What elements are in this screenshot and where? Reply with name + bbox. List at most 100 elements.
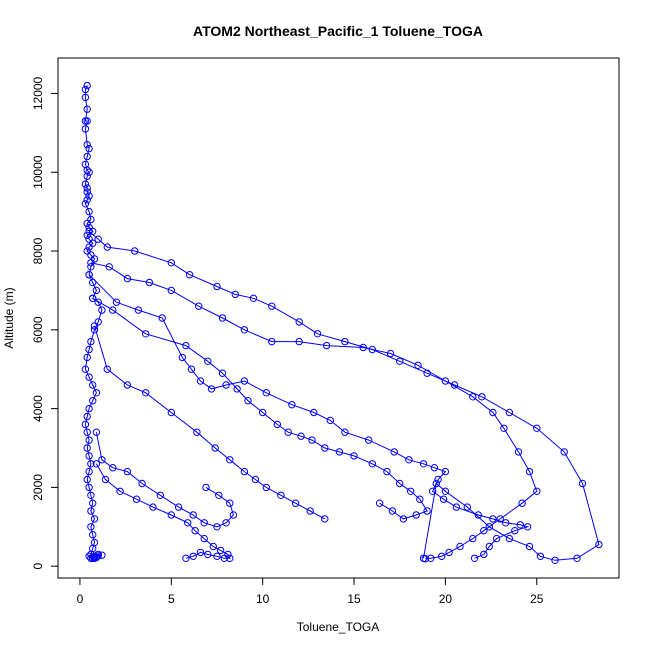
data-point	[226, 499, 234, 507]
data-point	[89, 278, 97, 287]
series-1	[81, 81, 106, 562]
series-line	[94, 325, 326, 520]
data-point	[492, 534, 501, 543]
data-point	[284, 428, 292, 436]
data-point	[341, 428, 349, 436]
data-point	[215, 491, 223, 499]
series-2	[85, 227, 603, 564]
data-point	[87, 259, 95, 267]
series-8	[92, 460, 234, 562]
data-point	[85, 168, 93, 176]
data-point	[421, 555, 429, 563]
series-line	[95, 432, 234, 528]
data-point	[83, 219, 91, 228]
data-point	[83, 188, 91, 196]
data-point	[412, 511, 420, 519]
data-point	[500, 424, 508, 432]
data-point	[259, 408, 267, 417]
data-point	[365, 436, 373, 444]
data-point	[98, 456, 106, 464]
plot-frame	[57, 57, 620, 579]
data-point	[470, 554, 479, 562]
data-point	[123, 467, 132, 476]
data-point	[390, 448, 398, 456]
data-point	[83, 166, 91, 175]
data-point	[480, 550, 488, 559]
y-tick-label: 10000	[31, 155, 45, 189]
data-point	[233, 385, 241, 393]
data-point	[156, 491, 165, 499]
data-point	[368, 345, 376, 354]
data-point	[445, 548, 453, 557]
data-point	[94, 318, 102, 326]
data-point	[386, 349, 395, 358]
data-point	[216, 546, 225, 555]
data-point	[149, 503, 157, 511]
data-point	[83, 444, 91, 452]
series-layer	[81, 81, 603, 564]
data-point	[434, 475, 442, 484]
data-point	[511, 527, 519, 535]
data-point	[321, 444, 329, 452]
data-point	[533, 487, 541, 495]
data-point	[98, 306, 106, 314]
data-point	[83, 172, 91, 180]
data-point	[313, 330, 322, 338]
data-point	[399, 515, 408, 523]
data-point	[89, 381, 97, 389]
data-point	[92, 428, 101, 436]
data-point	[560, 448, 568, 456]
data-point	[200, 519, 208, 527]
data-point	[231, 290, 240, 299]
data-point	[432, 479, 440, 488]
data-point	[81, 93, 90, 102]
data-point	[83, 412, 91, 421]
data-point	[268, 337, 276, 346]
data-point	[81, 365, 90, 373]
data-point	[87, 263, 95, 271]
data-point	[213, 282, 221, 291]
data-point	[441, 467, 450, 476]
data-point	[423, 507, 431, 515]
data-point	[131, 247, 139, 255]
data-point	[195, 302, 203, 310]
data-point	[407, 487, 415, 495]
data-point	[109, 464, 117, 472]
data-point	[167, 259, 176, 267]
data-point	[123, 381, 132, 389]
data-point	[94, 298, 102, 306]
data-point	[322, 341, 331, 350]
data-point	[83, 196, 91, 204]
data-point	[196, 377, 205, 385]
data-point	[428, 487, 437, 495]
data-point	[240, 377, 249, 385]
data-point	[523, 523, 532, 531]
x-tick-label: 0	[77, 592, 84, 606]
data-point	[489, 408, 497, 417]
data-point	[525, 542, 534, 551]
data-point	[288, 401, 296, 409]
y-tick-label: 6000	[31, 316, 45, 343]
data-point	[341, 337, 349, 346]
data-point	[202, 483, 210, 492]
data-point	[189, 552, 197, 560]
data-point	[244, 397, 252, 405]
data-point	[182, 341, 190, 350]
data-point	[480, 527, 488, 535]
data-point	[182, 554, 190, 562]
data-point	[222, 381, 230, 389]
data-point	[463, 503, 471, 511]
data-point	[184, 519, 192, 527]
data-point	[335, 448, 344, 456]
data-point	[145, 278, 154, 287]
chart-title: ATOM2 Northeast_Pacific_1 Toluene_TOGA	[193, 23, 483, 39]
data-point	[200, 534, 208, 543]
data-point	[430, 464, 439, 472]
data-point	[388, 507, 397, 515]
data-point	[427, 554, 435, 562]
data-point	[268, 302, 276, 310]
data-point	[321, 515, 329, 523]
data-point	[514, 448, 523, 456]
x-axis: 0 5 10 15 20 25	[77, 577, 544, 606]
data-point	[187, 365, 196, 373]
